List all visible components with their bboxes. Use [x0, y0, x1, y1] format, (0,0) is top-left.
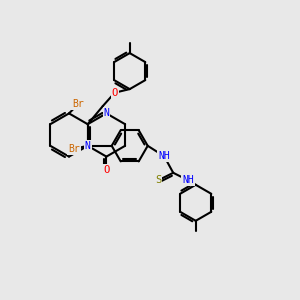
Text: Br: Br	[68, 144, 80, 154]
Text: Br: Br	[72, 99, 84, 110]
Text: N: N	[103, 108, 109, 118]
Text: NH: NH	[158, 151, 170, 161]
Text: NH: NH	[182, 175, 194, 185]
Text: N: N	[85, 141, 91, 151]
Text: O: O	[112, 88, 118, 98]
Text: O: O	[103, 165, 110, 175]
Text: S: S	[155, 175, 161, 185]
